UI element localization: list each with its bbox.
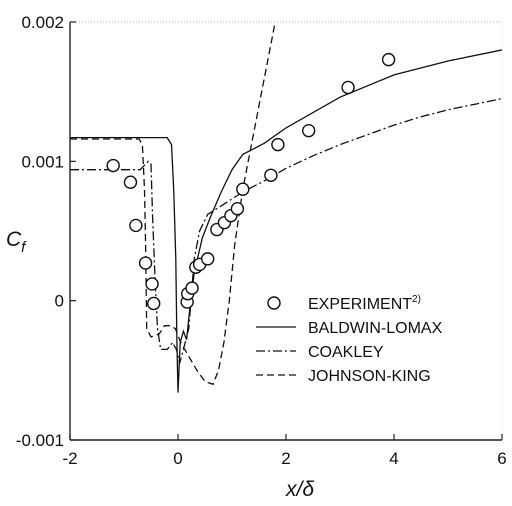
- y-tick-label: -0.001: [16, 431, 64, 450]
- experiment-point: [123, 175, 138, 189]
- experiment-point: [271, 137, 285, 152]
- series-line-coakley: [70, 97, 502, 364]
- experiment-point: [381, 52, 396, 67]
- experiment-point: [106, 158, 120, 173]
- y-axis-label: Cf: [6, 228, 27, 256]
- legend: EXPERIMENT2) BALDWIN-LOMAX COAKLEY JOHNSON-…: [256, 294, 443, 385]
- y-tick-label: 0.002: [21, 13, 64, 32]
- legend-label: EXPERIMENT2): [308, 294, 421, 313]
- series-line-baldwin-lomax: [70, 49, 502, 393]
- y-axis-label-sub: f: [21, 239, 27, 256]
- experiment-point: [129, 218, 143, 233]
- experiment-point: [145, 277, 159, 291]
- series-lines: [70, 22, 502, 393]
- experiment-point: [301, 123, 316, 138]
- legend-label: JOHNSON-KING: [308, 368, 431, 385]
- experiment-point: [138, 256, 153, 270]
- y-tick-label: 0: [55, 292, 64, 311]
- experiment-point: [185, 281, 199, 295]
- x-tick-label: 0: [173, 449, 182, 468]
- experiment-point: [341, 80, 355, 95]
- legend-marker-experiment: [267, 296, 281, 310]
- x-tick-label: 6: [497, 449, 506, 468]
- experiment-point: [236, 182, 250, 196]
- x-axis-label: x/δ: [285, 478, 314, 501]
- x-tick-label: 2: [281, 449, 290, 468]
- ticks: -2 0 2 4 6 -0.001 0 0.001 0.002: [16, 13, 507, 468]
- series-line-johnson-king: [70, 22, 276, 386]
- experiment-point: [264, 168, 278, 182]
- experiment-point: [146, 296, 161, 311]
- legend-label: COAKLEY: [308, 344, 384, 361]
- x-tick-label: 4: [389, 449, 398, 468]
- legend-label: BALDWIN-LOMAX: [308, 320, 443, 337]
- experiment-point: [230, 202, 245, 216]
- experiment-point: [200, 252, 215, 266]
- legend-superscript: 2): [412, 294, 421, 305]
- x-tick-label: -2: [62, 449, 77, 468]
- experiment-markers: [106, 52, 396, 311]
- y-tick-label: 0.001: [21, 152, 64, 171]
- y-axis-label-main: C: [6, 228, 22, 251]
